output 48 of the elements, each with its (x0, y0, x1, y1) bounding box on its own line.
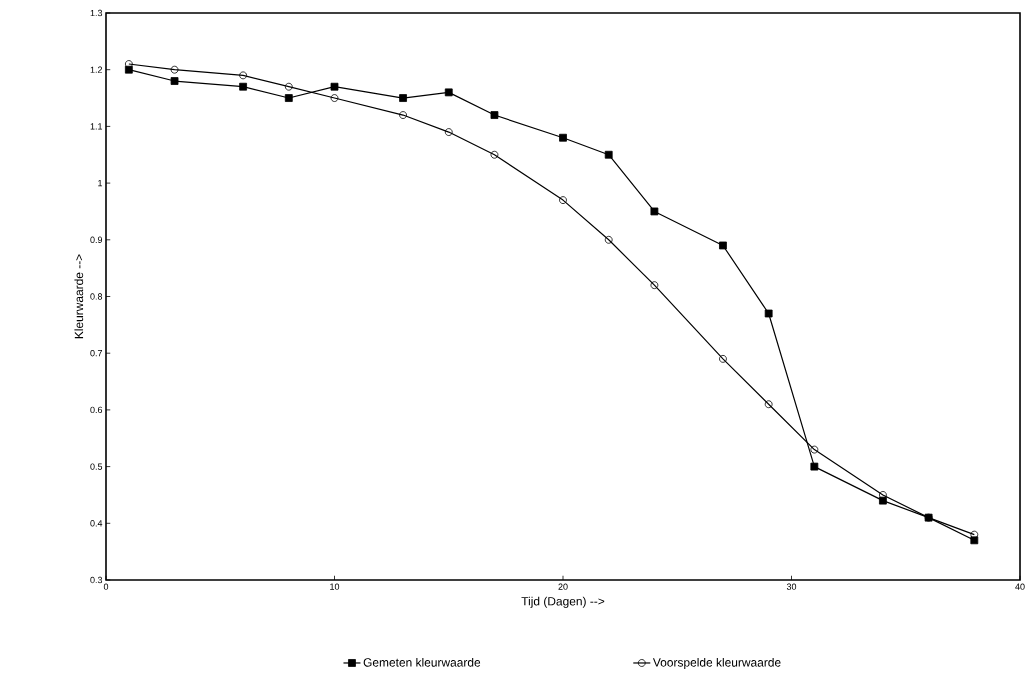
point (604, 150, 613, 159)
x-tick-label: 10 (330, 583, 340, 590)
point (879, 491, 887, 499)
point (810, 445, 819, 454)
point (490, 111, 499, 119)
point (170, 65, 179, 74)
point (764, 309, 773, 318)
point (604, 235, 613, 244)
point (559, 133, 567, 142)
y-tick-label: 1 (98, 180, 103, 187)
point (650, 207, 659, 216)
legend-label: Voorspelde kleurwaarde (652, 657, 781, 670)
y-axis-title: Kleurwaarde --> (74, 254, 84, 339)
point (444, 128, 453, 136)
y-tick-label: 0.6 (90, 406, 103, 414)
y-tick-label: 1.2 (90, 66, 103, 73)
x-tick-label: 40 (1015, 583, 1025, 590)
legend-label: Gemeten kleurwaarde (363, 657, 481, 667)
point (170, 77, 179, 85)
point (719, 241, 727, 250)
y-tick-label: 0.4 (90, 520, 103, 527)
y-tick-label: 1.3 (90, 9, 103, 17)
point (399, 94, 407, 102)
y-tick-label: 0.3 (90, 576, 103, 584)
point (490, 150, 499, 159)
point (650, 281, 659, 290)
point (239, 82, 247, 91)
x-axis-title: Tijd (Dagen) --> (521, 596, 605, 608)
x-tick-label: 20 (558, 583, 568, 590)
x-tick-label: 30 (786, 583, 797, 590)
y-tick-label: 1.1 (90, 123, 103, 130)
point (444, 88, 453, 97)
point (764, 400, 773, 409)
point (124, 60, 133, 68)
point (330, 94, 339, 102)
point (559, 196, 567, 204)
y-tick-label: 0.8 (90, 293, 103, 300)
y-tick-label: 0.9 (90, 236, 103, 243)
y-tick-label: 0.5 (90, 463, 103, 470)
point (399, 111, 407, 119)
point (719, 354, 727, 363)
y-tick-label: 0.7 (90, 350, 103, 357)
point (284, 82, 293, 91)
point (810, 462, 819, 471)
point (284, 94, 293, 102)
x-tick-label: 0 (103, 583, 109, 590)
point (239, 71, 247, 80)
point (330, 82, 339, 91)
